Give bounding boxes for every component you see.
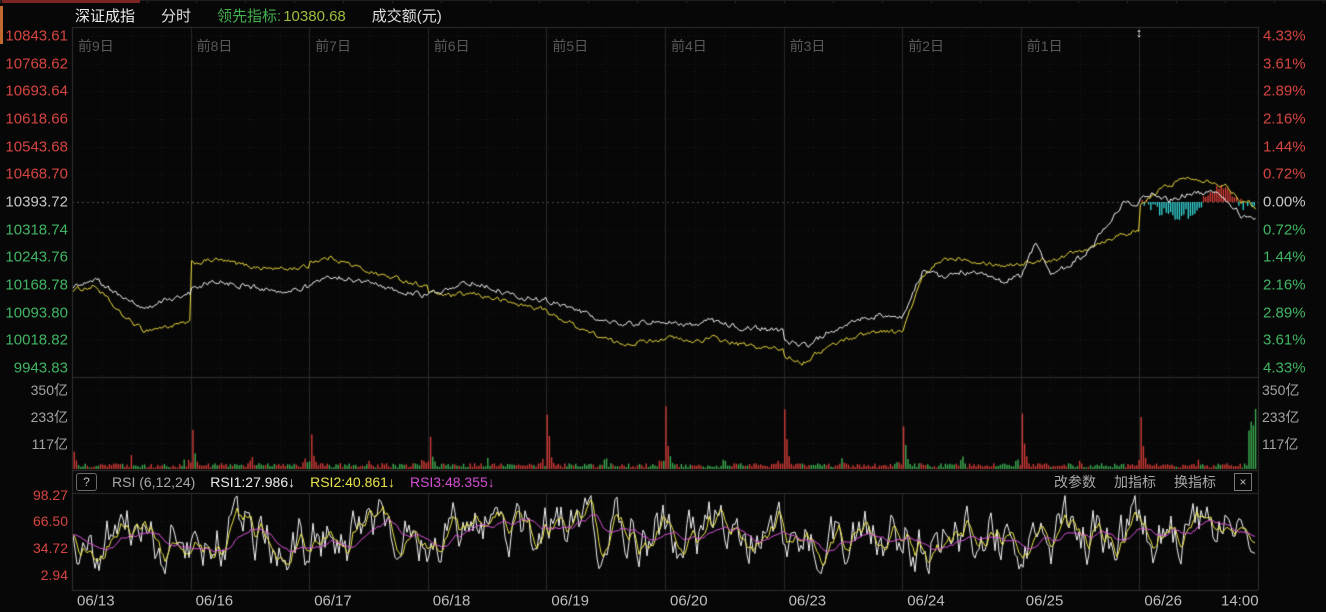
- time-axis-label: 06/18: [433, 594, 471, 609]
- price-axis-label: 10843.61: [4, 29, 68, 44]
- tab-minute-chart[interactable]: 分时: [161, 5, 191, 26]
- day-section-label: 前1日: [1027, 39, 1063, 53]
- time-axis-label: 06/17: [314, 594, 352, 609]
- day-section-label: 前2日: [908, 39, 944, 53]
- index-name: 深证成指: [75, 5, 135, 26]
- time-axis-label: 06/16: [196, 594, 234, 609]
- left-accent-bar: [0, 6, 3, 44]
- rsi-indicator-header: ? RSI (6,12,24) RSI1:27.986↓ RSI2:40.861…: [72, 471, 1258, 493]
- volume-axis-label-left: 117亿: [18, 437, 68, 451]
- percent-axis-label: 0.72%: [1263, 167, 1306, 182]
- time-axis-label: 06/23: [789, 594, 827, 609]
- price-axis-label: 10168.78: [4, 278, 68, 293]
- close-indicator-icon[interactable]: ×: [1234, 473, 1252, 491]
- percent-axis-label: 0.72%: [1263, 222, 1306, 237]
- price-axis-label: 10093.80: [4, 305, 68, 320]
- price-axis-label: 10618.66: [4, 112, 68, 127]
- volume-axis-label-left: 233亿: [18, 410, 68, 424]
- leading-indicator-value: 10380.68: [283, 8, 346, 25]
- stock-chart-app: 深证成指 分时 领先指标:10380.68 成交额(元) ↕ 10843.61 1…: [0, 0, 1326, 612]
- today-divider-handle[interactable]: ↕: [1136, 25, 1143, 40]
- rsi-axis-label: 34.72: [6, 541, 68, 555]
- day-section-label: 前5日: [552, 39, 588, 53]
- chart-canvas: [0, 0, 1326, 612]
- time-axis-label: 06/24: [907, 594, 945, 609]
- day-section-label: 前9日: [78, 39, 114, 53]
- rsi-axis-label: 2.94: [6, 568, 68, 582]
- price-axis-label: 10018.82: [4, 333, 68, 348]
- percent-axis-label: 4.33%: [1263, 361, 1306, 376]
- percent-axis-label: 2.16%: [1263, 112, 1306, 127]
- title-bar: 深证成指 分时 领先指标:10380.68 成交额(元): [75, 3, 442, 27]
- turnover-label: 成交额(元): [372, 5, 442, 26]
- percent-axis-label: 2.16%: [1263, 278, 1306, 293]
- rsi-actions-group: 改参数 加指标 换指标 ×: [1054, 472, 1258, 492]
- percent-axis-label: 3.61%: [1263, 56, 1306, 71]
- time-axis-label: 06/20: [670, 594, 708, 609]
- switch-indicator-button[interactable]: 换指标: [1174, 472, 1216, 492]
- percent-axis-label: 1.44%: [1263, 250, 1306, 265]
- help-icon[interactable]: ?: [76, 473, 97, 491]
- leading-indicator-label: 领先指标:: [217, 8, 281, 25]
- price-axis-label: 9943.83: [4, 361, 68, 376]
- percent-axis-label: 2.89%: [1263, 84, 1306, 99]
- volume-axis-label-right: 350亿: [1262, 383, 1299, 397]
- time-axis-label: 06/13: [77, 594, 115, 609]
- rsi-indicator-name: RSI (6,12,24): [112, 474, 195, 490]
- day-section-label: 前8日: [197, 39, 233, 53]
- percent-axis-label: 4.33%: [1263, 29, 1306, 44]
- leading-indicator: 领先指标:10380.68: [217, 5, 346, 26]
- rsi-values-group: ? RSI (6,12,24) RSI1:27.986↓ RSI2:40.861…: [72, 473, 495, 491]
- price-axis-label: 10318.74: [4, 222, 68, 237]
- price-axis-label: 10393.72: [4, 195, 68, 210]
- percent-axis-label: 0.00%: [1263, 195, 1306, 210]
- percent-axis-label: 2.89%: [1263, 305, 1306, 320]
- rsi-axis-label: 66.50: [6, 514, 68, 528]
- day-section-label: 前3日: [790, 39, 826, 53]
- day-section-label: 前7日: [315, 39, 351, 53]
- time-axis-label: 06/25: [1026, 594, 1064, 609]
- price-axis-label: 10543.68: [4, 139, 68, 154]
- add-indicator-button[interactable]: 加指标: [1114, 472, 1156, 492]
- rsi1-value: RSI1:27.986↓: [210, 474, 295, 490]
- time-axis-label: 06/19: [551, 594, 589, 609]
- day-section-label: 前6日: [434, 39, 470, 53]
- volume-axis-label-left: 350亿: [18, 383, 68, 397]
- rsi2-value: RSI2:40.861↓: [310, 474, 395, 490]
- volume-axis-label-right: 233亿: [1262, 410, 1299, 424]
- price-axis-label: 10243.76: [4, 250, 68, 265]
- window-top-border: [0, 0, 1326, 1]
- price-axis-label: 10468.70: [4, 167, 68, 182]
- time-axis-label: 06/26: [1144, 594, 1182, 609]
- percent-axis-label: 3.61%: [1263, 333, 1306, 348]
- price-axis-label: 10768.62: [4, 56, 68, 71]
- volume-axis-label-right: 117亿: [1262, 437, 1298, 451]
- change-params-button[interactable]: 改参数: [1054, 472, 1096, 492]
- price-axis-label: 10693.64: [4, 84, 68, 99]
- time-axis-label: 14:00: [1221, 594, 1259, 609]
- day-section-label: 前4日: [671, 39, 707, 53]
- percent-axis-label: 1.44%: [1263, 139, 1306, 154]
- rsi3-value: RSI3:48.355↓: [410, 474, 495, 490]
- rsi-axis-label: 98.27: [6, 488, 68, 502]
